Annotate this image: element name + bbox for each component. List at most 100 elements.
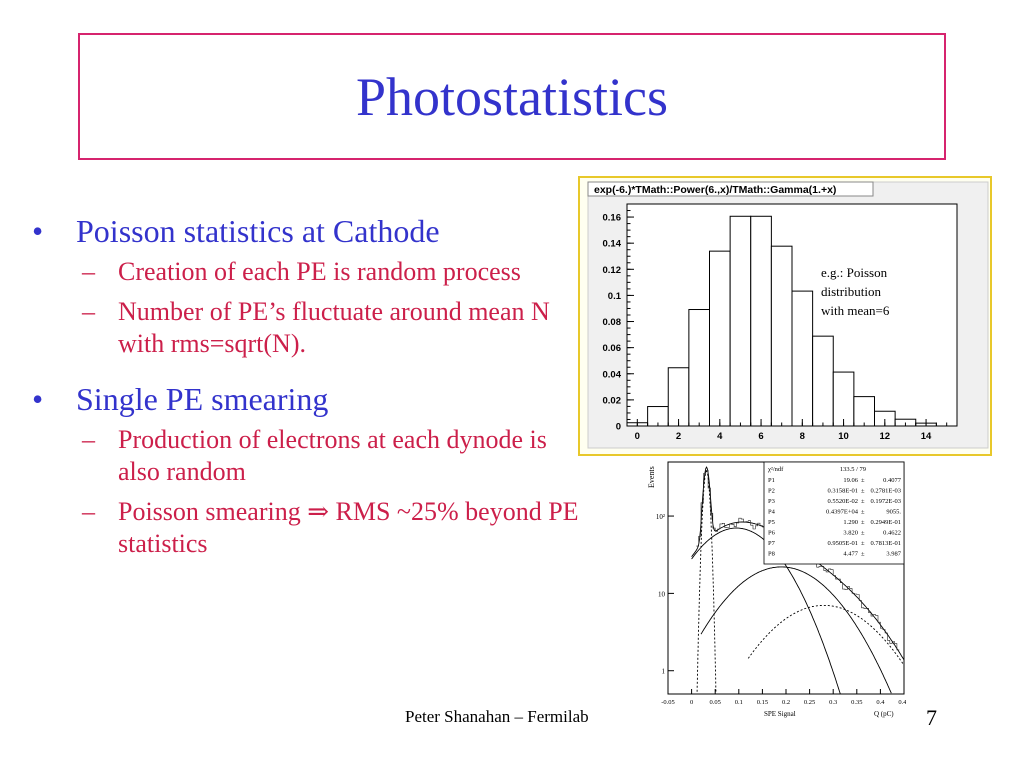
bullet-dot: • [32, 213, 44, 249]
histogram-bar [770, 245, 793, 427]
histogram-bar [667, 367, 690, 427]
histogram-x-tick-label: 8 [800, 431, 805, 442]
spe-stats-value: 0.3158E-01 [827, 488, 858, 495]
histogram-y-tick-label: 0.06 [603, 343, 622, 354]
histogram-y-tick-label: 0.1 [608, 291, 622, 302]
histogram-annotation-line-1: e.g.: Poisson [821, 265, 888, 280]
spe-stats-error: 0.4622 [883, 530, 901, 537]
spe-stats-param: P3 [768, 498, 775, 505]
spe-stats-error: 0.2781E-03 [870, 488, 901, 495]
spe-stats-pm: ± [861, 498, 865, 505]
spe-x-unit: Q (pC) [874, 710, 894, 718]
histogram-bar [832, 371, 855, 427]
histogram-bar [688, 309, 710, 427]
spe-x-tick-label: 0.05 [710, 699, 721, 706]
spe-stats-error: 0.1972E-03 [870, 498, 901, 505]
spe-stats-param: P7 [768, 540, 776, 547]
spe-x-label: SPE Signal [764, 710, 796, 718]
bullet-poisson: • Poisson statistics at Cathode [32, 213, 440, 249]
spe-x-tick-label: 0.1 [735, 699, 743, 706]
dash: – [82, 297, 95, 326]
dash: – [82, 497, 95, 526]
spe-spectrum: Events 1 10 10² -0.05 0 0.05 0.1 0.15 0.2 0.25 0.… [640, 458, 906, 722]
spe-stats-value: 1.290 [843, 519, 858, 526]
histogram-x-tick-label: 2 [676, 431, 681, 442]
page-number: 7 [926, 705, 937, 730]
spe-x-tick-label: 0.45 [898, 699, 906, 706]
spe-stats-error: 0.7813E-01 [870, 540, 901, 547]
sub-bullet-pe-random: – Creation of each PE is random process [82, 257, 521, 286]
spe-stats-pm: ± [861, 551, 865, 558]
spe-stats-value: 0.9505E-01 [827, 540, 858, 547]
spe-stats-value: 4.477 [843, 551, 858, 558]
spe-stats-param: P2 [768, 488, 775, 495]
spe-stats-chi2-label: χ²/ndf [768, 466, 784, 473]
spe-2pe-curve [700, 566, 892, 694]
dash: – [82, 425, 95, 454]
histogram-bars [626, 215, 937, 427]
dash: – [82, 257, 95, 286]
spe-stats-error: 3.987 [886, 551, 901, 558]
spe-stats-param: P1 [768, 477, 775, 484]
histogram-y-tick-label: 0.08 [603, 317, 622, 328]
spe-x-tick-label: 0.3 [829, 699, 837, 706]
histogram-x-tick-label: 6 [758, 431, 763, 442]
spe-stats-value: 0.5520E-02 [827, 498, 858, 505]
histogram-annotation-line-2: distribution [821, 284, 881, 299]
spe-y-tick-label: 10 [658, 590, 666, 598]
spe-stats-pm: ± [861, 530, 865, 537]
histogram-y-tick-label: 0 [616, 422, 621, 433]
histogram-y-axis: 0 0.02 0.04 0.06 0.08 0.1 0.12 0.14 0.16 [603, 210, 634, 433]
spe-stats-param: P4 [768, 509, 776, 516]
histogram-bar [853, 396, 875, 427]
spe-x-tick-label: 0.4 [876, 699, 885, 706]
slide-title: Photostatistics [355, 66, 669, 127]
histogram-x-tick-label: 4 [717, 431, 723, 442]
spe-stats-pm: ± [861, 477, 865, 484]
spe-stats-chi2-value: 133.5 / 79 [840, 466, 866, 473]
spe-x-tick-label: 0 [690, 699, 693, 706]
histogram-y-tick-label: 0.16 [603, 213, 622, 224]
spe-stats-pm: ± [861, 509, 865, 516]
spe-stats-error: 0.2949E-01 [870, 519, 901, 526]
spe-stats-param: P8 [768, 551, 775, 558]
spe-pedestal-curve [696, 470, 717, 694]
histogram-bar [750, 215, 772, 427]
histogram-bar [812, 335, 834, 427]
histogram-y-tick-label: 0.04 [603, 369, 622, 380]
spe-stats-param: P6 [768, 530, 776, 537]
spe-x-tick-label: 0.15 [757, 699, 768, 706]
sub-bullet-rms: – Poisson smearing ⇒ RMS ~25% beyond PE s… [82, 497, 579, 558]
footer-author: Peter Shanahan – Fermilab [405, 707, 589, 726]
spe-y-tick-label: 10² [656, 513, 665, 521]
spe-x-tick-label: 0.35 [851, 699, 862, 706]
sub-bullet-dynode: – Production of electrons at each dynode … [82, 425, 547, 486]
title-box: Photostatistics [78, 33, 946, 160]
spe-y-axis: 1 10 10² [656, 513, 674, 676]
spe-stats-param: P5 [768, 519, 775, 526]
histogram-x-tick-label: 0 [635, 431, 640, 442]
histogram-annotation-line-3: with mean=6 [821, 303, 890, 318]
histogram-y-tick-label: 0.02 [603, 395, 622, 406]
histogram-y-tick-label: 0.12 [603, 265, 622, 276]
spe-y-tick-label: 1 [662, 668, 666, 676]
poisson-histogram: exp(-6.)*TMath::Power(6.,x)/TMath::Gamma… [578, 176, 992, 456]
histogram-x-tick-label: 12 [880, 431, 891, 442]
spe-stats-error: 9055. [886, 509, 901, 516]
spe-stats-box [763, 461, 905, 565]
histogram-bar [729, 215, 752, 427]
spe-stats-pm: ± [861, 540, 865, 547]
histogram-x-tick-label: 14 [921, 431, 932, 442]
histogram-x-axis: 0 2 4 6 8 10 12 14 [635, 419, 948, 442]
histogram-y-tick-label: 0.14 [603, 239, 622, 250]
spe-stats-value: 19.06 [843, 477, 858, 484]
spe-stats-value: 0.4397E+04 [826, 509, 859, 516]
histogram-x-tick-label: 10 [838, 431, 849, 442]
histogram-title-box [587, 181, 874, 197]
spe-stats-value: 3.820 [843, 530, 858, 537]
spe-x-tick-label: -0.05 [661, 699, 675, 706]
sub-bullet-pe-fluctuate: – Number of PE’s fluctuate around mean N … [82, 297, 550, 358]
bullet-dot: • [32, 381, 44, 417]
bullet-smearing: • Single PE smearing [32, 381, 329, 417]
